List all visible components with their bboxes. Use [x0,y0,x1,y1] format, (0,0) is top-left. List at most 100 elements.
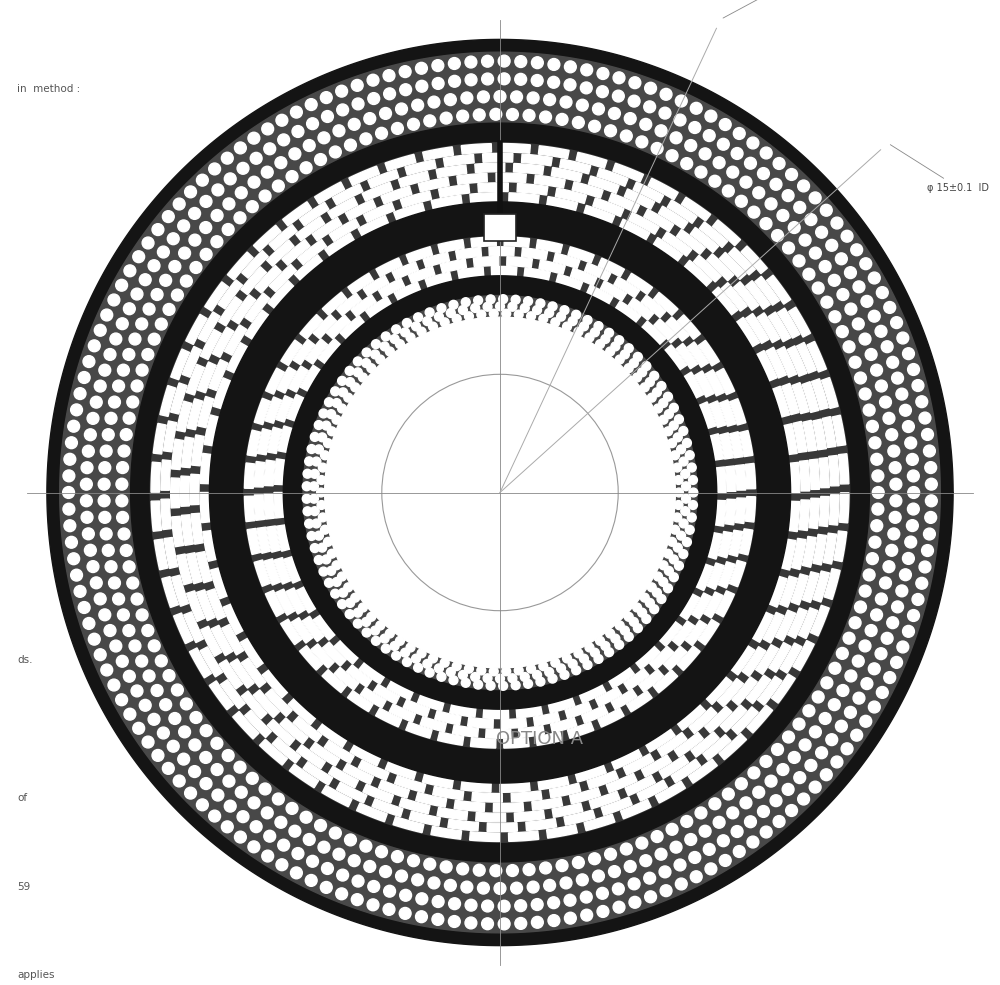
Polygon shape [162,576,179,608]
Circle shape [794,202,806,214]
Circle shape [843,632,855,644]
Polygon shape [322,670,347,692]
Circle shape [123,624,135,636]
Circle shape [362,618,371,626]
Polygon shape [241,658,266,688]
Circle shape [489,309,498,318]
Circle shape [307,855,318,867]
Polygon shape [627,273,653,295]
Circle shape [908,487,920,498]
Polygon shape [425,272,452,288]
Circle shape [576,99,588,111]
Circle shape [897,332,909,344]
Circle shape [557,312,565,321]
Polygon shape [745,463,756,489]
Circle shape [727,807,739,819]
Circle shape [867,421,878,432]
Circle shape [151,289,163,300]
Polygon shape [406,246,433,263]
Polygon shape [399,798,430,814]
Polygon shape [254,461,265,487]
Circle shape [629,359,638,367]
Polygon shape [461,781,491,792]
Circle shape [286,803,298,815]
Polygon shape [154,539,168,570]
Polygon shape [584,205,615,224]
Polygon shape [705,706,732,733]
Polygon shape [796,343,816,373]
Polygon shape [624,669,649,690]
Circle shape [432,60,444,72]
Circle shape [652,388,661,397]
Circle shape [84,428,96,440]
Circle shape [533,671,542,680]
Polygon shape [507,257,532,268]
Circle shape [262,123,274,135]
Polygon shape [771,674,795,703]
Polygon shape [725,499,736,525]
Circle shape [461,297,470,306]
Circle shape [585,333,594,342]
Circle shape [429,322,437,331]
Polygon shape [756,351,777,381]
Polygon shape [487,822,517,831]
Polygon shape [322,642,346,666]
Circle shape [136,609,148,621]
Polygon shape [196,552,212,583]
Circle shape [211,763,223,775]
Polygon shape [360,688,386,708]
Polygon shape [174,613,193,643]
Polygon shape [440,259,467,273]
Circle shape [403,318,411,327]
Circle shape [276,114,288,126]
Circle shape [104,349,116,361]
Circle shape [812,282,824,294]
Circle shape [458,671,467,680]
Circle shape [606,347,615,356]
Circle shape [116,479,128,491]
Circle shape [211,738,223,750]
Circle shape [853,692,865,704]
Polygon shape [681,197,711,221]
Polygon shape [552,803,583,818]
Circle shape [633,353,642,361]
Circle shape [903,553,914,564]
Circle shape [401,328,410,337]
Circle shape [889,511,901,523]
Circle shape [336,86,348,98]
Circle shape [482,900,493,912]
Polygon shape [433,786,464,800]
Circle shape [845,303,857,315]
Circle shape [351,383,360,392]
Circle shape [731,825,743,837]
Polygon shape [283,276,717,709]
Polygon shape [276,525,290,552]
Circle shape [875,648,887,660]
Circle shape [173,775,185,787]
Circle shape [325,398,333,407]
Polygon shape [356,803,387,821]
Polygon shape [200,492,210,523]
Circle shape [237,163,249,174]
Circle shape [209,164,221,175]
Polygon shape [641,321,666,345]
Circle shape [660,885,672,896]
Circle shape [435,312,443,321]
Polygon shape [659,622,682,646]
Circle shape [345,834,356,846]
Polygon shape [296,217,325,241]
Circle shape [892,372,903,384]
Circle shape [142,237,154,249]
Polygon shape [788,608,807,638]
Polygon shape [274,459,285,485]
Circle shape [876,687,888,698]
Polygon shape [350,745,381,766]
Circle shape [452,662,461,671]
Circle shape [171,290,183,301]
Circle shape [511,91,522,102]
Circle shape [515,917,527,929]
Circle shape [690,871,702,883]
Circle shape [383,70,395,82]
Circle shape [315,154,326,165]
Polygon shape [182,347,202,377]
